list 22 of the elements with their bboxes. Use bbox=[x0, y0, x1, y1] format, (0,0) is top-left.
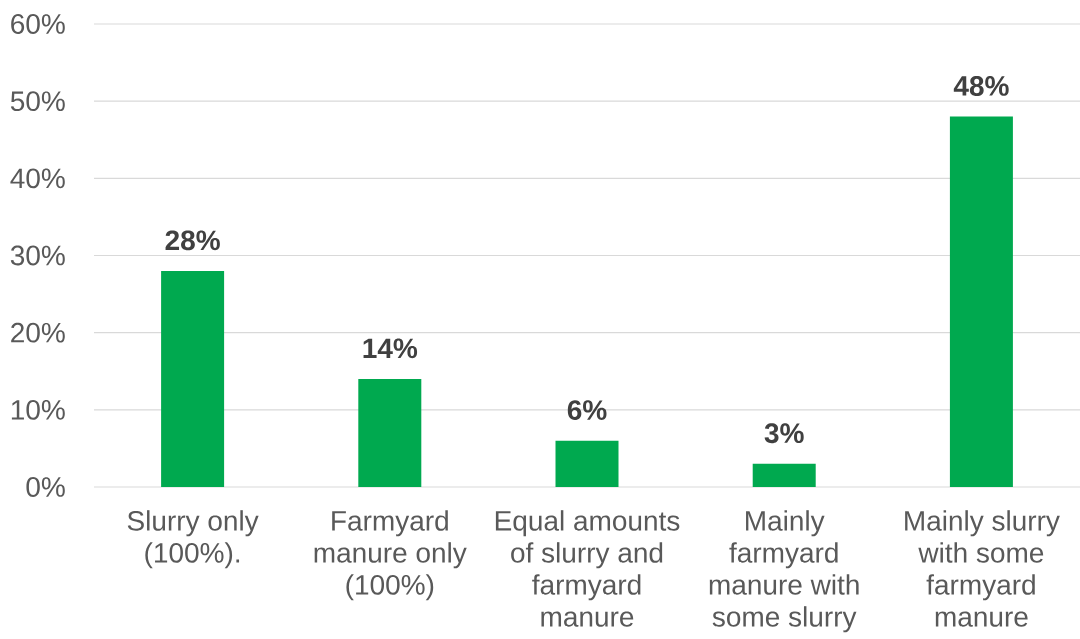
y-tick-label: 10% bbox=[11, 399, 65, 420]
bar bbox=[555, 440, 619, 487]
bar bbox=[949, 116, 1013, 487]
y-tick-label: 30% bbox=[10, 245, 65, 266]
bar bbox=[752, 463, 816, 487]
data-label: 6% bbox=[567, 400, 607, 420]
data-label: 14% bbox=[363, 338, 418, 359]
y-tick-label: 50% bbox=[10, 91, 65, 112]
x-tick-label: Equal amounts of slurry and farmyard manure bbox=[495, 510, 680, 627]
x-tick-label: Slurry only (100%). bbox=[127, 510, 259, 569]
y-tick-label: 40% bbox=[10, 168, 65, 189]
x-tick-label: Mainly slurry with some farmyard manure bbox=[905, 510, 1060, 627]
x-tick-label: Mainly farmyard manure with some slurry bbox=[709, 510, 859, 633]
bar bbox=[161, 270, 225, 487]
data-label: 28% bbox=[165, 230, 220, 251]
data-label: 3% bbox=[764, 423, 804, 444]
data-label: 48% bbox=[953, 76, 1009, 96]
y-tick-label: 0% bbox=[26, 477, 65, 497]
y-tick-label: 20% bbox=[11, 322, 65, 343]
bar bbox=[358, 378, 422, 487]
x-tick-label: Farmyard manure only (100%) bbox=[314, 510, 467, 601]
y-tick-label: 60% bbox=[11, 14, 65, 34]
